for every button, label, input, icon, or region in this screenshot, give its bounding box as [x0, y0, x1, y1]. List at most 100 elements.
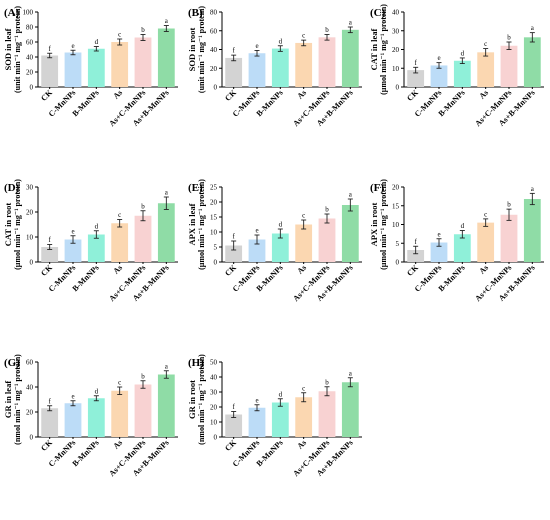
- bar: [134, 37, 152, 87]
- bar: [87, 48, 105, 87]
- y-tick-label: 40: [392, 9, 400, 17]
- x-tick-label: CK: [223, 263, 238, 278]
- panel-e: (E) APX in leaf (μmol min⁻¹ mg⁻¹ protein) 0…: [187, 179, 362, 303]
- x-tick-label: As: [477, 263, 490, 276]
- y-axis-label: SOD in root: [187, 27, 197, 71]
- y-tick-label: 10: [210, 229, 218, 237]
- y-tick-label: 30: [392, 27, 400, 35]
- y-tick-label: 60: [26, 39, 34, 47]
- bar: [134, 384, 152, 437]
- significance-letter: d: [95, 222, 99, 230]
- significance-letter: f: [232, 403, 235, 411]
- bar: [64, 239, 82, 262]
- y-tick-label: 40: [26, 54, 34, 62]
- y-axis-unit-label: (μmol min⁻¹ mg⁻¹ protein): [379, 4, 388, 95]
- significance-letter: a: [531, 24, 535, 32]
- significance-letter: e: [255, 227, 258, 235]
- panel-label: (A): [4, 7, 20, 19]
- significance-letter: b: [141, 202, 145, 210]
- significance-letter: c: [302, 32, 305, 40]
- significance-letter: a: [165, 362, 169, 370]
- y-tick-label: 20: [210, 199, 218, 207]
- bar: [407, 70, 425, 87]
- bar: [41, 247, 59, 262]
- y-tick-label: 20: [26, 409, 34, 417]
- significance-letter: f: [48, 45, 51, 53]
- y-tick-label: 60: [26, 359, 34, 367]
- bar: [453, 234, 471, 262]
- y-tick-label: 10: [392, 65, 400, 73]
- y-tick-label: 50: [210, 359, 218, 367]
- bar: [295, 397, 313, 437]
- panel-g: (G) GR in leaf (nmol min⁻¹ mg⁻¹ protein) 0 2…: [3, 354, 178, 478]
- significance-letter: a: [349, 19, 353, 27]
- y-tick-label: 30: [26, 184, 34, 192]
- panel-b: (B) SOD in root (unit min⁻¹ mg⁻¹ protein) 0…: [187, 6, 362, 128]
- bar: [111, 223, 129, 262]
- y-tick-label: 0: [214, 84, 218, 92]
- bar: [248, 239, 266, 262]
- y-tick-label: 40: [210, 374, 218, 382]
- y-tick-label: 10: [26, 234, 34, 242]
- bar: [271, 48, 289, 87]
- y-tick-label: 0: [30, 434, 34, 442]
- x-tick-label: CK: [405, 88, 420, 103]
- y-tick-label: 20: [210, 65, 218, 73]
- x-tick-label: CK: [405, 263, 420, 278]
- significance-letter: d: [95, 38, 99, 46]
- y-tick-label: 100: [23, 9, 34, 17]
- significance-letter: e: [71, 392, 74, 400]
- bar: [318, 218, 336, 262]
- significance-letter: f: [232, 47, 235, 55]
- significance-letter: c: [118, 31, 121, 39]
- significance-letter: a: [349, 191, 353, 199]
- bar: [341, 205, 359, 262]
- y-tick-label: 10: [210, 419, 218, 427]
- x-tick-label: As: [477, 88, 490, 101]
- bar: [248, 407, 266, 437]
- y-tick-label: 40: [210, 46, 218, 54]
- bar: [271, 233, 289, 262]
- bar: [295, 42, 313, 87]
- x-tick-label: CK: [39, 263, 54, 278]
- significance-letter: b: [507, 201, 511, 209]
- y-tick-label: 0: [396, 84, 400, 92]
- significance-letter: a: [165, 189, 169, 197]
- bar: [64, 52, 82, 87]
- bar: [341, 29, 359, 87]
- panel-f: (F) APX in root (μmol min⁻¹ mg⁻¹ protein) 0…: [369, 179, 544, 303]
- bar: [157, 374, 175, 437]
- panel-label: (F): [370, 182, 384, 194]
- significance-letter: c: [302, 212, 305, 220]
- bar: [225, 414, 243, 437]
- significance-letter: c: [484, 40, 487, 48]
- panel-label: (D): [4, 182, 20, 194]
- bar: [318, 391, 336, 437]
- significance-letter: d: [279, 221, 283, 229]
- y-tick-label: 0: [30, 84, 34, 92]
- y-tick-label: 10: [392, 221, 400, 229]
- bar: [271, 402, 289, 437]
- y-axis-label: GR in root: [187, 380, 197, 419]
- y-axis-label: APX in root: [369, 202, 379, 246]
- panel-label: (G): [4, 357, 20, 369]
- y-axis-label: CAT in root: [3, 203, 13, 247]
- bar: [225, 245, 243, 262]
- panel-a: (A) SOD in leaf (unit min⁻¹ mg⁻¹ protein) 0…: [3, 6, 178, 128]
- y-tick-label: 80: [210, 9, 218, 17]
- bar: [64, 403, 82, 437]
- x-tick-label: CK: [39, 438, 54, 453]
- y-axis-unit-label: (nmol min⁻¹ mg⁻¹ protein): [13, 354, 22, 445]
- y-tick-label: 40: [26, 384, 34, 392]
- y-axis-unit-label: (μmol min⁻¹ mg⁻¹ protein): [197, 179, 206, 270]
- bar: [111, 390, 129, 437]
- bar: [477, 52, 495, 87]
- significance-letter: d: [461, 222, 465, 230]
- y-axis-label: CAT in leaf: [369, 28, 379, 70]
- significance-letter: e: [71, 42, 74, 50]
- y-tick-label: 20: [210, 404, 218, 412]
- bar: [87, 398, 105, 437]
- x-tick-label: As: [111, 263, 124, 276]
- significance-letter: d: [95, 387, 99, 395]
- significance-letter: f: [48, 397, 51, 405]
